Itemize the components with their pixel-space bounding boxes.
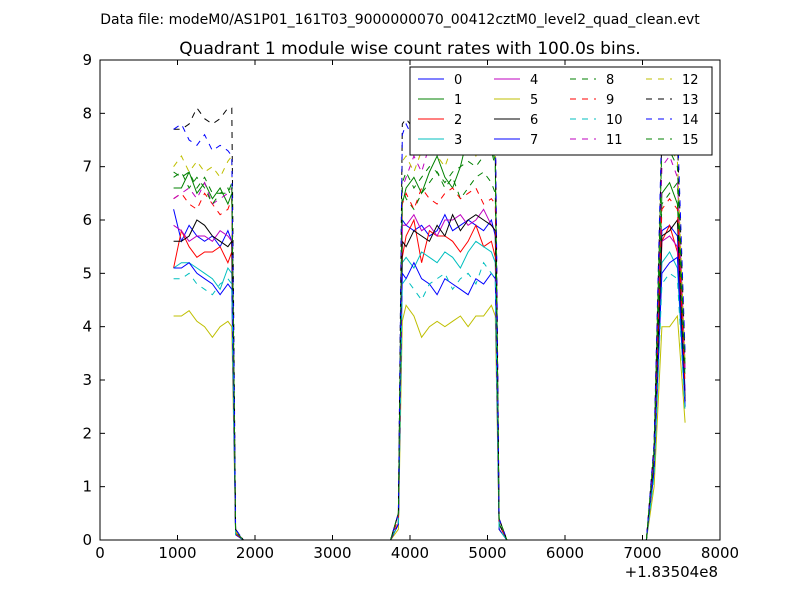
legend-label-8: 8 <box>606 73 614 88</box>
y-tick-label: 3 <box>82 371 92 389</box>
series-line-10 <box>173 261 686 541</box>
y-tick-label: 9 <box>82 51 92 69</box>
series-line-14 <box>173 102 686 541</box>
series-line-8 <box>173 171 686 541</box>
legend-box <box>409 66 713 156</box>
legend-label-3: 3 <box>454 133 462 148</box>
legend-label-0: 0 <box>454 73 462 88</box>
legend-label-12: 12 <box>682 73 699 88</box>
y-tick-label: 5 <box>82 264 92 282</box>
legend-label-5: 5 <box>530 93 538 108</box>
legend-label-2: 2 <box>454 113 462 128</box>
x-tick-label: 4000 <box>391 544 429 562</box>
legend-label-7: 7 <box>530 133 538 148</box>
series-line-1 <box>173 133 686 541</box>
y-tick-label: 8 <box>82 104 92 122</box>
series-line-4 <box>173 208 686 541</box>
legend-label-6: 6 <box>530 113 538 128</box>
y-tick-label: 6 <box>82 211 92 229</box>
x-tick-label: 2000 <box>236 544 274 562</box>
series-line-7 <box>173 256 686 541</box>
x-tick-label: 5000 <box>468 544 506 562</box>
x-tick-label: 1000 <box>158 544 196 562</box>
series-line-3 <box>173 240 686 541</box>
y-tick-label: 0 <box>82 531 92 549</box>
y-tick-label: 1 <box>82 478 92 496</box>
legend-label-11: 11 <box>606 133 623 148</box>
x-offset-label: +1.83504e8 <box>625 563 718 581</box>
legend-label-10: 10 <box>606 113 623 128</box>
axis-ticks: 0 1000 2000 3000 4000 5000 6000 7000 80000123456… <box>82 51 739 562</box>
legend-label-4: 4 <box>530 73 538 88</box>
legend-label-15: 15 <box>682 133 699 148</box>
legend-label-14: 14 <box>682 113 699 128</box>
figure-suptitle: Data file: modeM0/AS1P01_161T03_90000000… <box>100 12 700 28</box>
x-tick-label: 3000 <box>313 544 351 562</box>
series-line-6 <box>173 213 686 541</box>
x-tick-label: 0 <box>95 544 105 562</box>
series-line-0 <box>173 209 686 541</box>
chart-title: Quadrant 1 module wise count rates with … <box>179 39 640 59</box>
y-tick-label: 2 <box>82 424 92 442</box>
x-tick-label: 7000 <box>623 544 661 562</box>
x-tick-label: 8000 <box>701 544 739 562</box>
legend-label-1: 1 <box>454 93 462 108</box>
series-line-15 <box>173 144 686 541</box>
series-line-2 <box>173 218 686 541</box>
series-line-12 <box>173 128 686 541</box>
x-tick-label: 6000 <box>546 544 584 562</box>
legend-label-9: 9 <box>606 93 614 108</box>
y-tick-label: 7 <box>82 158 92 176</box>
series-line-9 <box>173 186 686 541</box>
legend-label-13: 13 <box>682 93 699 108</box>
y-tick-label: 4 <box>82 318 92 336</box>
series-line-5 <box>173 304 686 541</box>
